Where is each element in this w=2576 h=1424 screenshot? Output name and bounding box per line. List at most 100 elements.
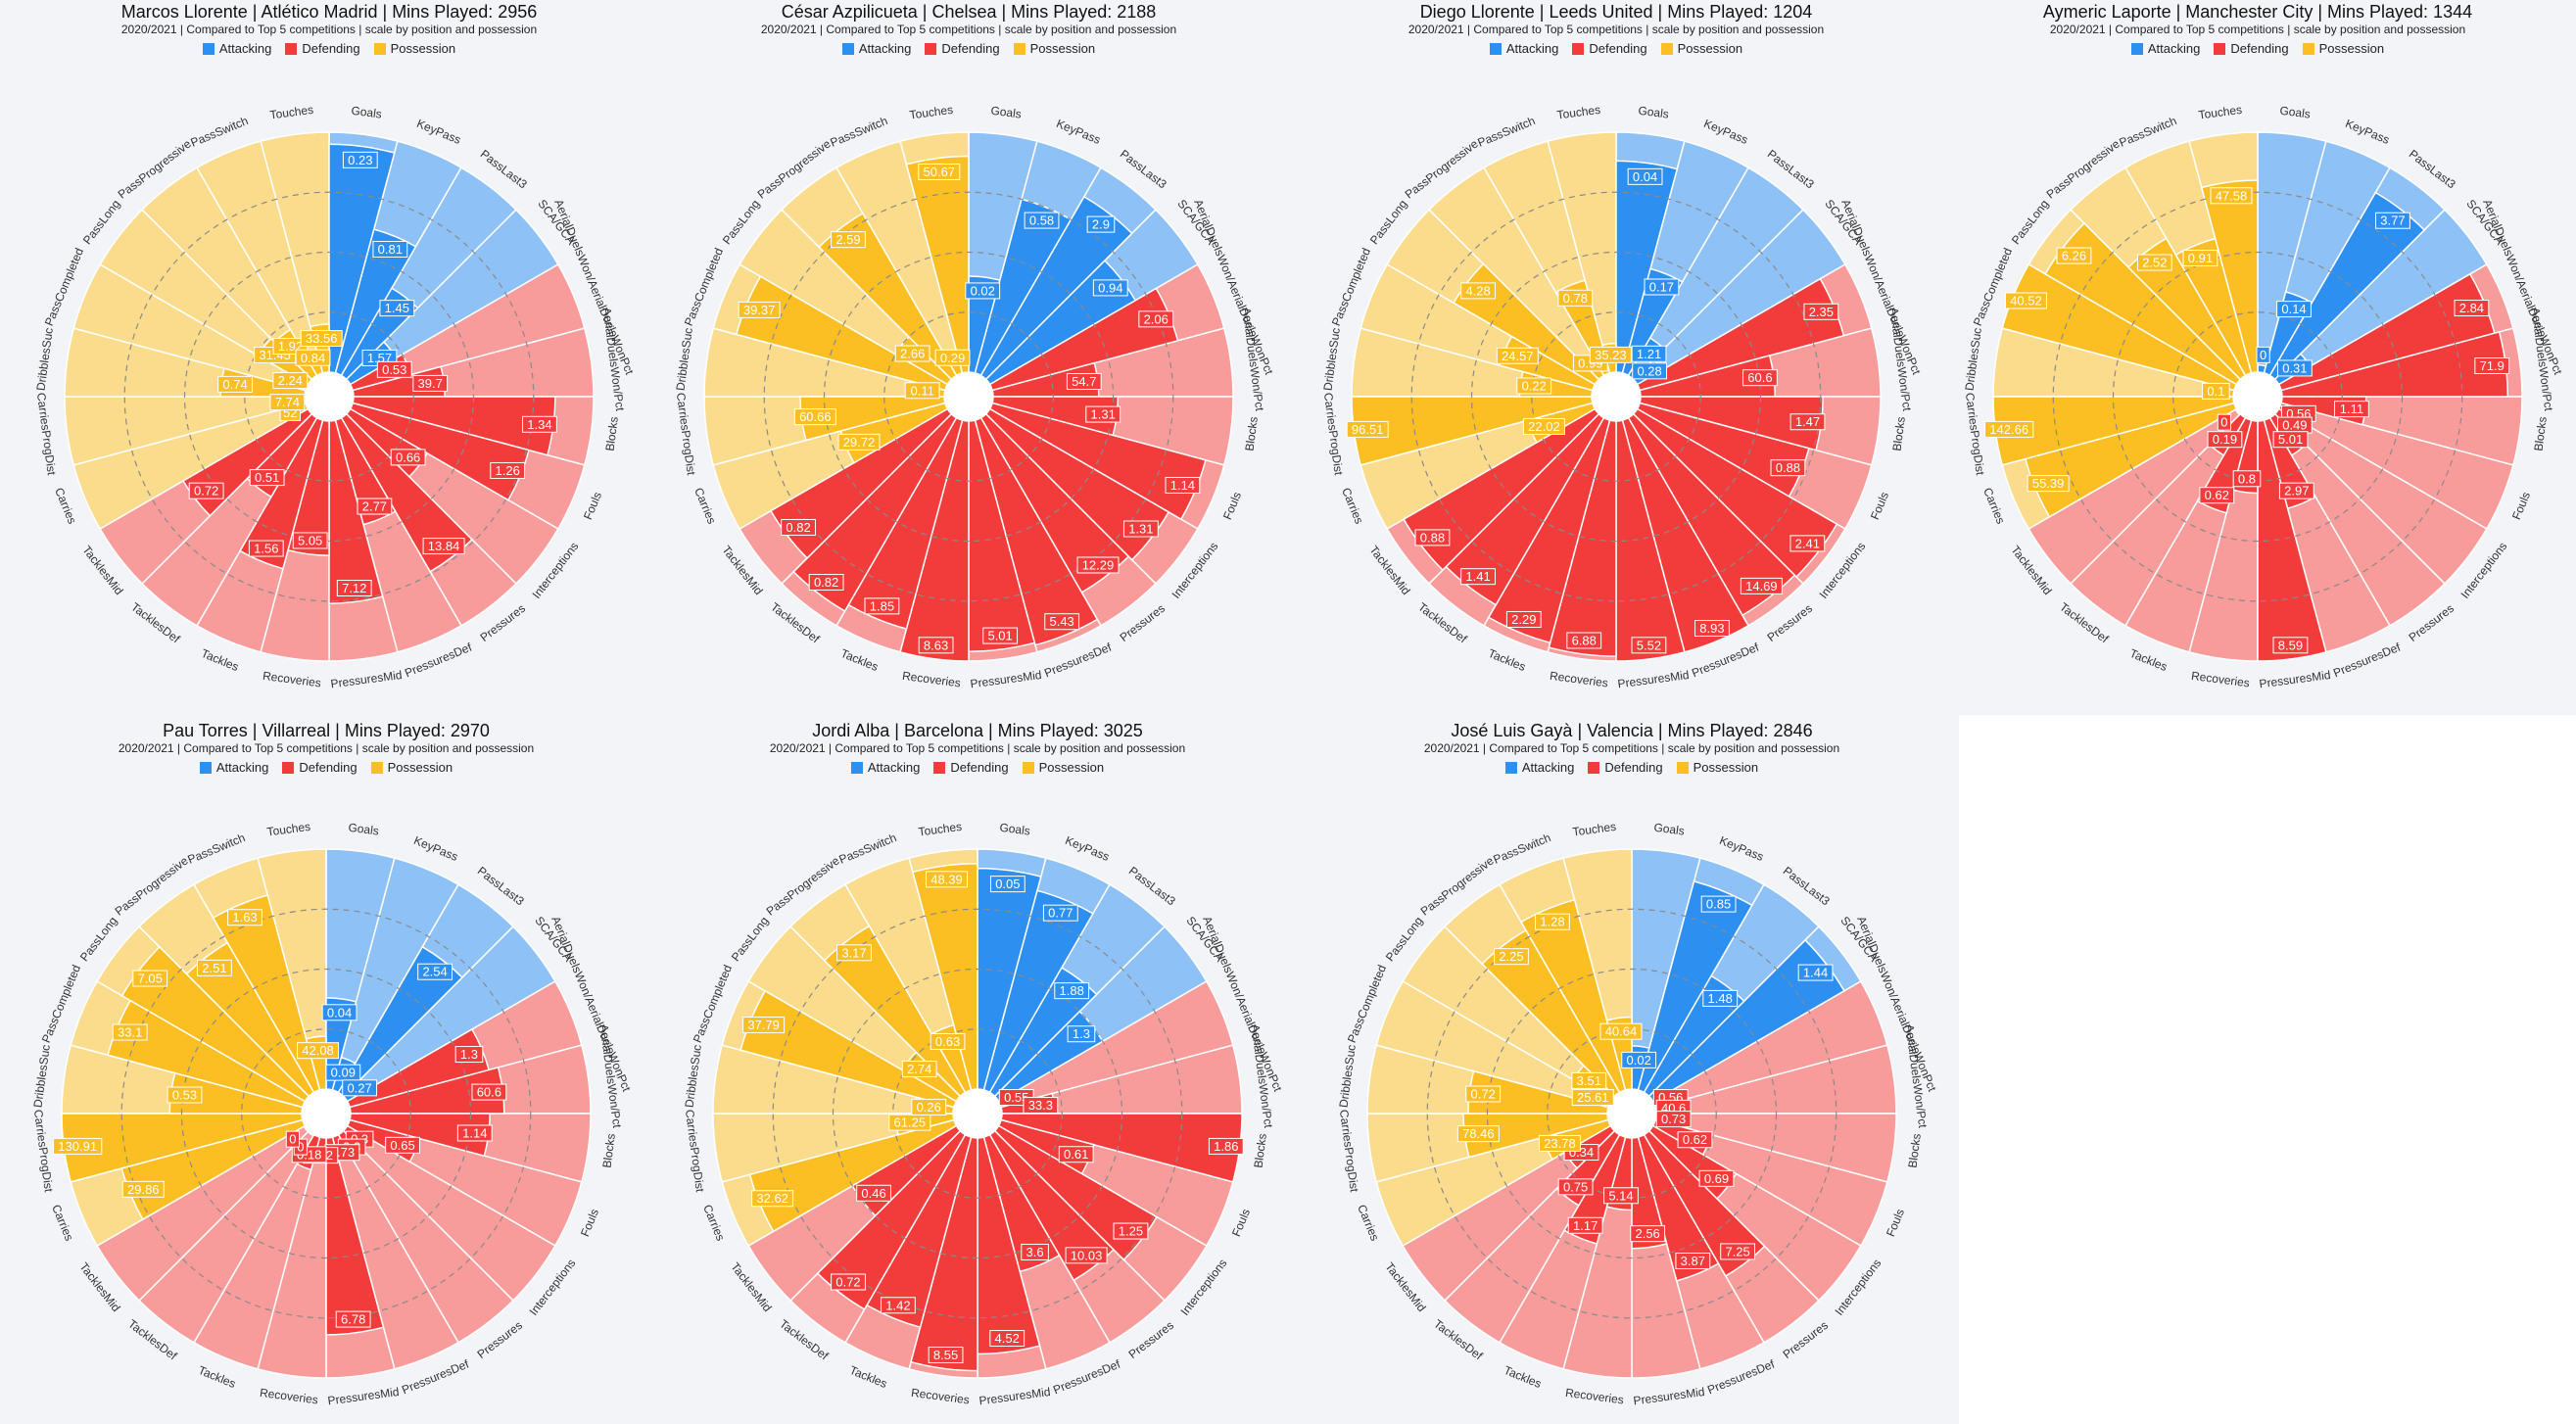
value-label-text: 37.79: [747, 1018, 780, 1032]
value-label-box: [2027, 475, 2070, 493]
value-label-text: 5.52: [1637, 638, 1661, 652]
value-label: 33.1: [112, 1023, 148, 1041]
value-label-text: 10.03: [1071, 1248, 1103, 1262]
grid-ring: [183, 251, 475, 543]
legend-item-possession: Possession: [1660, 41, 1743, 56]
value-label-box: [1465, 1085, 1502, 1103]
legend-label: Possession: [2318, 41, 2385, 56]
value-label: 0.46: [856, 1184, 891, 1202]
chart-title: Pau Torres | Villarreal | Mins Played: 2…: [163, 721, 490, 740]
value-label-text: 0.8: [2238, 471, 2256, 486]
value-label: 5.14: [1603, 1187, 1639, 1205]
value-label-box: [217, 375, 253, 393]
category-label: DribblesSuc: [34, 327, 56, 392]
value-label-text: 33.56: [306, 331, 338, 346]
legend-swatch: [1022, 761, 1034, 774]
value-label-text: 13.84: [428, 539, 460, 553]
category-label: Fouls: [581, 490, 604, 521]
category-label: Carries: [1980, 486, 2008, 526]
value-label-text: 29.72: [843, 435, 876, 450]
value-label-box: [989, 876, 1026, 893]
value-label: 1.56: [248, 540, 284, 557]
value-label-text: 0.73: [1661, 1112, 1686, 1126]
value-label-text: 0.27: [347, 1080, 371, 1095]
value-label: 1.3: [454, 1046, 484, 1064]
value-label: 130.91: [53, 1137, 103, 1155]
value-label-text: 2.66: [900, 347, 925, 361]
value-label-box: [1675, 1253, 1711, 1269]
category-label: Touches: [1556, 103, 1601, 122]
value-label: 2.66: [894, 345, 930, 362]
value-label: 4.52: [989, 1330, 1026, 1348]
value-label-text: 1.56: [254, 542, 278, 556]
legend-label: Possession: [1677, 41, 1743, 56]
category-label: PressuresMid: [1617, 668, 1691, 690]
value-label-box: [2056, 247, 2092, 264]
value-label-text: 6.78: [341, 1312, 365, 1327]
value-label-box: [357, 498, 393, 515]
category-label: CarriesProgDist: [683, 1109, 707, 1193]
value-label-text: 0.81: [378, 242, 403, 257]
value-label-text: 60.6: [477, 1085, 501, 1100]
value-label-box: [793, 408, 836, 426]
value-label: 1.44: [1797, 964, 1834, 981]
value-label: 96.51: [1346, 420, 1389, 438]
value-label-text: 39.37: [743, 303, 776, 317]
legend-label: Defending: [941, 41, 1000, 56]
category-label: KeyPass: [1718, 833, 1766, 864]
value-label-text: 0.82: [786, 520, 810, 535]
value-label: 0.78: [1557, 289, 1594, 307]
category-label: Carries: [52, 486, 79, 526]
value-label-text: 3.17: [841, 945, 866, 960]
value-label-box: [248, 540, 284, 557]
value-label: 0.19: [2207, 431, 2243, 449]
category-label: PassSwitch: [189, 114, 251, 150]
value-label-text: 142.66: [1989, 422, 2028, 437]
value-label-text: 1.42: [885, 1298, 910, 1312]
value-label-text: 0.1: [2207, 384, 2224, 399]
value-label: 0.88: [1414, 529, 1451, 546]
value-label: 2.84: [2454, 300, 2490, 317]
category-label: Goals: [1653, 821, 1686, 838]
value-label-box: [269, 394, 306, 411]
value-label: 2.77: [357, 498, 393, 515]
value-label: 0.49: [2276, 416, 2313, 434]
category-label: Blocks: [1242, 416, 1260, 452]
category-label: PressuresMid: [330, 668, 404, 690]
value-label-text: 5.05: [298, 533, 322, 547]
chart-legend: Attacking Defending Possession: [645, 41, 1292, 56]
value-label-text: 0.88: [1776, 460, 1800, 475]
category-label: Fouls: [1229, 1207, 1253, 1238]
category-label: KeyPass: [1064, 833, 1112, 864]
value-label-box: [1631, 637, 1667, 654]
value-label: 1.28: [1535, 913, 1570, 930]
value-label: 2.25: [1494, 948, 1529, 966]
value-label-box: [1720, 1243, 1756, 1260]
category-label: CarriesProgDist: [31, 1109, 56, 1193]
center-hole: [953, 1089, 1002, 1138]
value-label: 5.01: [2272, 431, 2309, 449]
value-label-text: 0.66: [396, 450, 420, 464]
value-label-text: 1.44: [1803, 966, 1828, 980]
value-label: 60.6: [1742, 369, 1778, 387]
value-label-text: 0.53: [382, 362, 406, 377]
value-label-text: 2.84: [2459, 301, 2484, 315]
chart-title: Diego Llorente | Leeds United | Mins Pla…: [1419, 2, 1813, 22]
value-label: 1.47: [1789, 413, 1826, 431]
category-label: Recoveries: [259, 1386, 318, 1407]
value-label: 0.88: [1770, 459, 1806, 477]
grid-ring: [1486, 968, 1778, 1259]
legend-label: Defending: [299, 760, 358, 775]
value-label-box: [738, 301, 781, 318]
category-label: Touches: [266, 820, 311, 839]
value-label-text: 130.91: [58, 1139, 97, 1154]
grid-ring: [2052, 191, 2463, 602]
value-label: 40.64: [1599, 1022, 1643, 1040]
value-label-box: [1086, 215, 1116, 233]
value-label: 0.29: [934, 349, 971, 366]
value-label: 61.25: [888, 1114, 931, 1131]
category-label: Fouls: [1220, 490, 1244, 521]
radar-panel: Marcos Llorente | Atlético Madrid | Mins…: [0, 0, 646, 715]
category-label: Goals: [2279, 104, 2312, 121]
value-label-box: [227, 909, 262, 926]
